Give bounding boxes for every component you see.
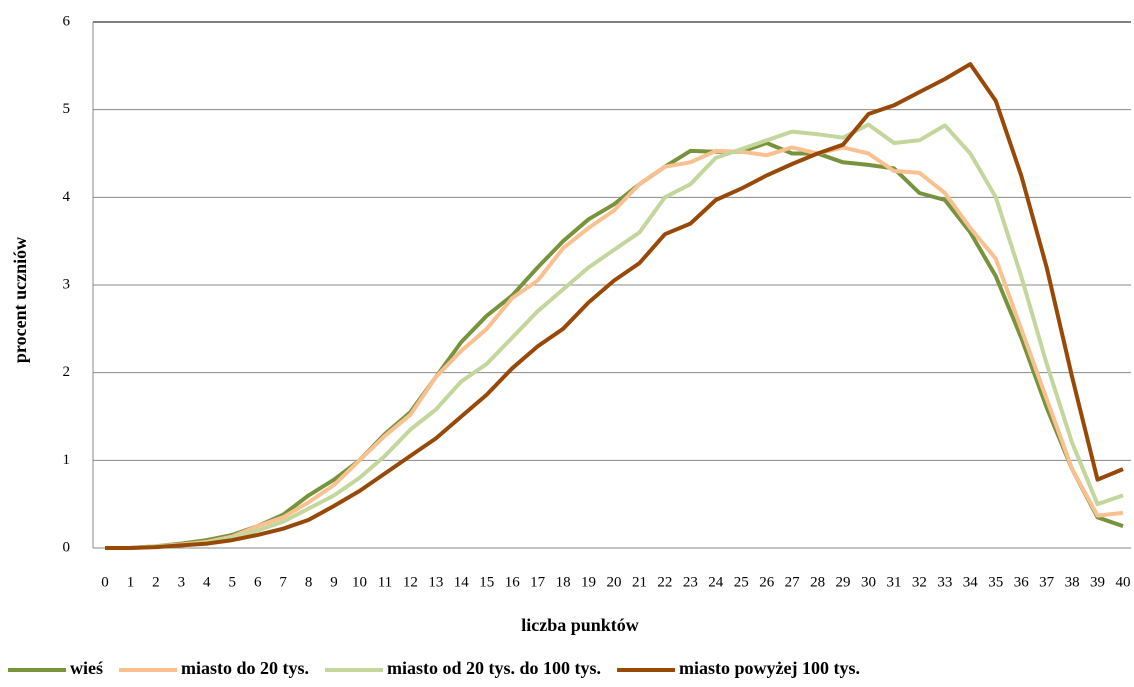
x-tick-label: 5: [229, 574, 237, 590]
x-tick-label: 7: [279, 574, 287, 590]
x-tick-label: 27: [785, 574, 801, 590]
x-tick-label: 37: [1039, 574, 1055, 590]
series-line: [105, 141, 1124, 550]
x-tick-label: 17: [530, 574, 546, 590]
x-tick-label: 4: [203, 574, 211, 590]
x-tick-label: 11: [378, 574, 392, 590]
x-tick-label: 38: [1065, 574, 1080, 590]
y-tick-label: 3: [63, 276, 71, 292]
x-tick-label: 6: [254, 574, 262, 590]
legend-label: miasto od 20 tys. do 100 tys.: [387, 658, 601, 678]
x-tick-label: 30: [861, 574, 876, 590]
x-tick-label: 31: [886, 574, 901, 590]
x-tick-label: 3: [178, 574, 186, 590]
x-tick-label: 39: [1090, 574, 1105, 590]
x-tick-label: 14: [454, 574, 470, 590]
y-tick-label: 1: [63, 452, 71, 468]
x-tick-label: 26: [759, 574, 775, 590]
x-tick-label: 35: [988, 574, 1003, 590]
x-tick-label: 29: [836, 574, 851, 590]
x-tick-label: 16: [505, 574, 521, 590]
x-tick-label: 0: [101, 574, 109, 590]
x-tick-label: 36: [1014, 574, 1030, 590]
x-tick-label: 18: [556, 574, 571, 590]
y-tick-label: 5: [63, 101, 71, 117]
x-tick-label: 28: [810, 574, 825, 590]
x-tick-label: 25: [734, 574, 749, 590]
legend-label: wieś: [70, 658, 103, 678]
x-tick-label: 23: [683, 574, 698, 590]
series-line: [105, 145, 1124, 550]
x-tick-label: 33: [937, 574, 952, 590]
x-tick-label: 2: [152, 574, 160, 590]
x-tick-label: 34: [963, 574, 979, 590]
x-tick-label: 21: [632, 574, 647, 590]
x-tick-label: 19: [581, 574, 596, 590]
x-tick-label: 8: [305, 574, 313, 590]
x-tick-label: 13: [428, 574, 443, 590]
y-tick-label: 0: [63, 539, 71, 555]
x-tick-label: 15: [479, 574, 494, 590]
x-tick-label: 22: [657, 574, 672, 590]
legend-label: miasto do 20 tys.: [181, 658, 309, 678]
x-tick-label: 40: [1116, 574, 1131, 590]
x-axis-title: liczba punktów: [521, 615, 639, 635]
series-line: [105, 122, 1124, 550]
x-tick-label: 32: [912, 574, 927, 590]
y-tick-label: 4: [63, 189, 71, 205]
series-line: [105, 62, 1124, 550]
y-tick-label: 6: [63, 13, 71, 29]
x-tick-label: 20: [607, 574, 622, 590]
x-tick-label: 9: [330, 574, 338, 590]
legend-label: miasto powyżej 100 tys.: [679, 658, 860, 678]
x-tick-label: 12: [403, 574, 418, 590]
x-tick-label: 1: [127, 574, 135, 590]
y-tick-label: 2: [63, 364, 71, 380]
x-tick-label: 10: [352, 574, 367, 590]
x-tick-label: 24: [708, 574, 724, 590]
y-axis-title: procent uczniów: [10, 237, 30, 363]
